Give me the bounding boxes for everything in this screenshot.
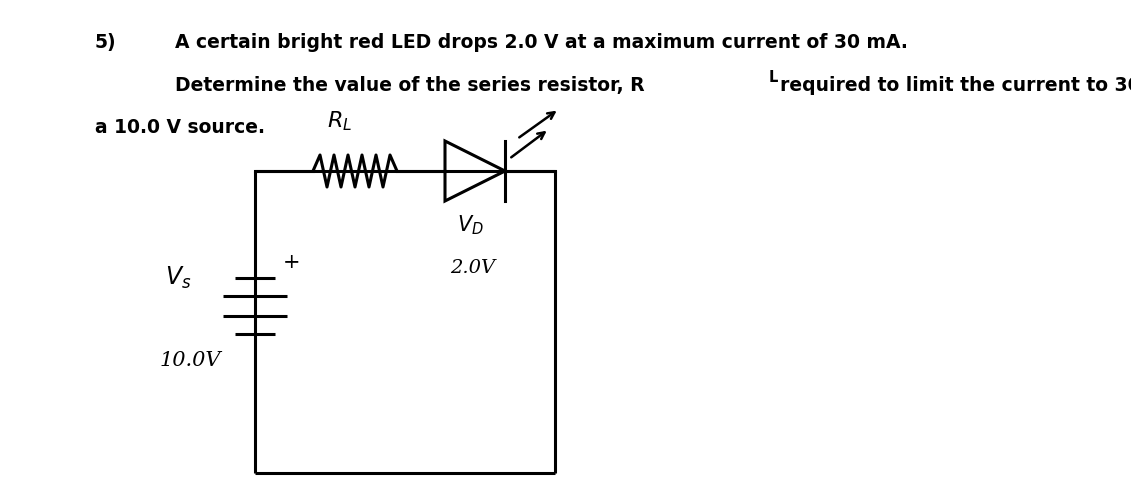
Text: +: + xyxy=(283,252,301,272)
Text: required to limit the current to 30 mA from: required to limit the current to 30 mA f… xyxy=(780,76,1131,95)
Text: L: L xyxy=(769,71,778,85)
Text: 10.0V: 10.0V xyxy=(159,352,222,371)
Text: A certain bright red LED drops 2.0 V at a maximum current of 30 mA.: A certain bright red LED drops 2.0 V at … xyxy=(175,33,908,52)
Text: 2.0V: 2.0V xyxy=(450,259,495,277)
Text: a 10.0 V source.: a 10.0 V source. xyxy=(95,118,265,137)
Text: 5): 5) xyxy=(95,33,116,52)
Text: $R_L$: $R_L$ xyxy=(327,109,352,133)
Text: $V_D$: $V_D$ xyxy=(457,213,483,237)
Text: $V_s$: $V_s$ xyxy=(165,265,191,291)
Text: Determine the value of the series resistor, R: Determine the value of the series resist… xyxy=(175,76,645,95)
